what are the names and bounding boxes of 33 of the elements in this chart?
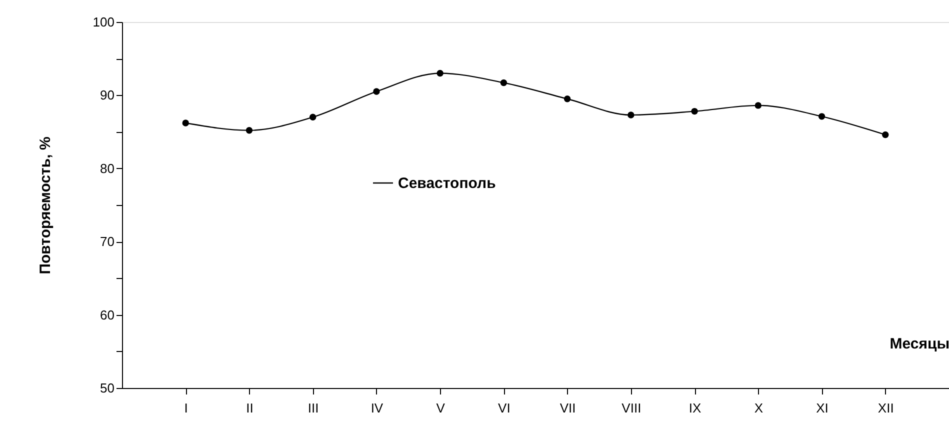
x-tick-label: XI: [816, 400, 828, 416]
point: [182, 120, 189, 126]
y-tick-label: 50: [100, 380, 114, 396]
x-tick-label: X: [754, 400, 764, 416]
x-tick-label: XII: [878, 400, 894, 416]
x-axis-title: Месяцы: [890, 336, 949, 352]
point: [309, 114, 316, 121]
x-tick-label: VI: [498, 400, 510, 416]
y-tick-label: 60: [100, 307, 114, 322]
legend-label: Севастополь: [398, 175, 496, 192]
y-tick-label: 90: [100, 88, 114, 103]
y-axis-title: Повторяемость, %: [36, 136, 54, 274]
point: [818, 113, 826, 120]
point: [564, 96, 571, 102]
point: [691, 108, 698, 115]
y-tick-label: 100: [92, 14, 114, 30]
x-tick-label: VIII: [622, 400, 642, 416]
point: [628, 112, 634, 118]
x-tick-label: VII: [560, 400, 576, 416]
point: [500, 79, 508, 86]
x-tick-label: I: [184, 400, 188, 416]
point: [436, 70, 444, 77]
point: [754, 102, 762, 109]
y-tick-label: 70: [100, 234, 114, 250]
y-tick-label: 80: [100, 160, 114, 176]
x-tick-label: V: [436, 400, 446, 416]
point: [882, 131, 889, 138]
x-tick-label: II: [246, 400, 254, 416]
x-tick-label: III: [308, 400, 319, 416]
x-tick-label: IV: [370, 400, 384, 416]
point: [373, 88, 380, 95]
x-tick-label: IX: [688, 400, 702, 416]
point: [246, 126, 253, 134]
